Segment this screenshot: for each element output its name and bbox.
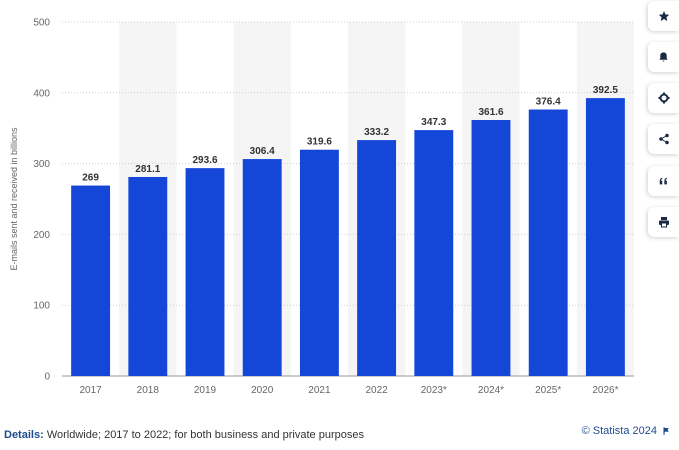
star-icon: [658, 11, 669, 21]
x-tick-label: 2022: [365, 385, 388, 396]
bar-value-label: 333.2: [364, 127, 389, 138]
bar-value-label: 361.6: [478, 107, 503, 118]
x-tick-label: 2023*: [421, 385, 447, 396]
bar-value-label: 306.4: [250, 146, 275, 157]
x-tick-label: 2024*: [478, 385, 504, 396]
flag-icon: [663, 427, 669, 435]
x-tick-label: 2020: [251, 385, 274, 396]
bar-value-label: 281.1: [135, 164, 160, 175]
bar-value-label: 347.3: [421, 117, 446, 128]
x-tick-label: 2021: [308, 385, 331, 396]
bar: [242, 159, 282, 376]
y-axis-title: E-mails sent and received in billions: [9, 127, 19, 271]
details-text: Worldwide; 2017 to 2022; for both busine…: [46, 429, 364, 441]
y-axis-ticks: 0 100 200 300 400 500: [33, 18, 50, 383]
y-tick-label: 500: [33, 18, 50, 29]
bar: [528, 109, 568, 377]
bar-value-label: 269: [82, 173, 99, 184]
bar: [585, 98, 625, 377]
x-tick-label: 2019: [194, 385, 217, 396]
bell-icon: [659, 52, 668, 62]
settings-button[interactable]: [648, 83, 679, 113]
credit-text: © Statista 2024: [581, 425, 657, 437]
statista-credit[interactable]: © Statista 2024: [582, 425, 671, 437]
x-tick-label: 2025*: [535, 385, 561, 396]
x-axis-ticks: 2017 2018 2019 2020 2021 2022 2023* 2024* 2025* 2…: [79, 385, 618, 396]
star-button[interactable]: [648, 1, 679, 31]
bar-value-label: 293.6: [192, 155, 217, 166]
bar: [357, 140, 397, 376]
y-tick-label: 200: [33, 230, 50, 241]
bar: [128, 176, 168, 376]
y-tick-label: 300: [33, 159, 50, 170]
bar-value-label: 392.5: [593, 85, 618, 96]
chart: 0 100 200 300 400 500 269 281.1 293.6 306.4 319.6…: [9, 18, 634, 396]
bar: [185, 168, 225, 376]
quote-icon: [659, 177, 667, 185]
gear-icon: [658, 92, 669, 104]
bar: [299, 149, 339, 376]
x-tick-label: 2026*: [592, 385, 618, 396]
details-label: Details:: [4, 429, 44, 441]
notification-button[interactable]: [648, 42, 679, 72]
cite-button[interactable]: [648, 166, 679, 196]
chart-bars: [71, 98, 625, 377]
bar-value-label: 319.6: [307, 137, 332, 148]
printer-icon: [658, 217, 669, 228]
print-button[interactable]: [648, 207, 679, 237]
chart-details: Details: Worldwide; 2017 to 2022; for bo…: [4, 429, 364, 441]
y-tick-label: 400: [33, 88, 50, 99]
bar-value-labels: 269 281.1 293.6 306.4 319.6 333.2 347.3 361.6 37…: [82, 85, 618, 183]
y-tick-label: 0: [44, 372, 50, 383]
x-tick-label: 2017: [79, 385, 102, 396]
y-tick-label: 100: [33, 301, 50, 312]
share-icon: [658, 133, 669, 145]
bar-value-label: 376.4: [536, 97, 561, 108]
bar: [71, 185, 111, 376]
x-tick-label: 2018: [137, 385, 160, 396]
bar: [414, 130, 454, 376]
share-button[interactable]: [648, 124, 679, 154]
bar: [471, 119, 511, 377]
